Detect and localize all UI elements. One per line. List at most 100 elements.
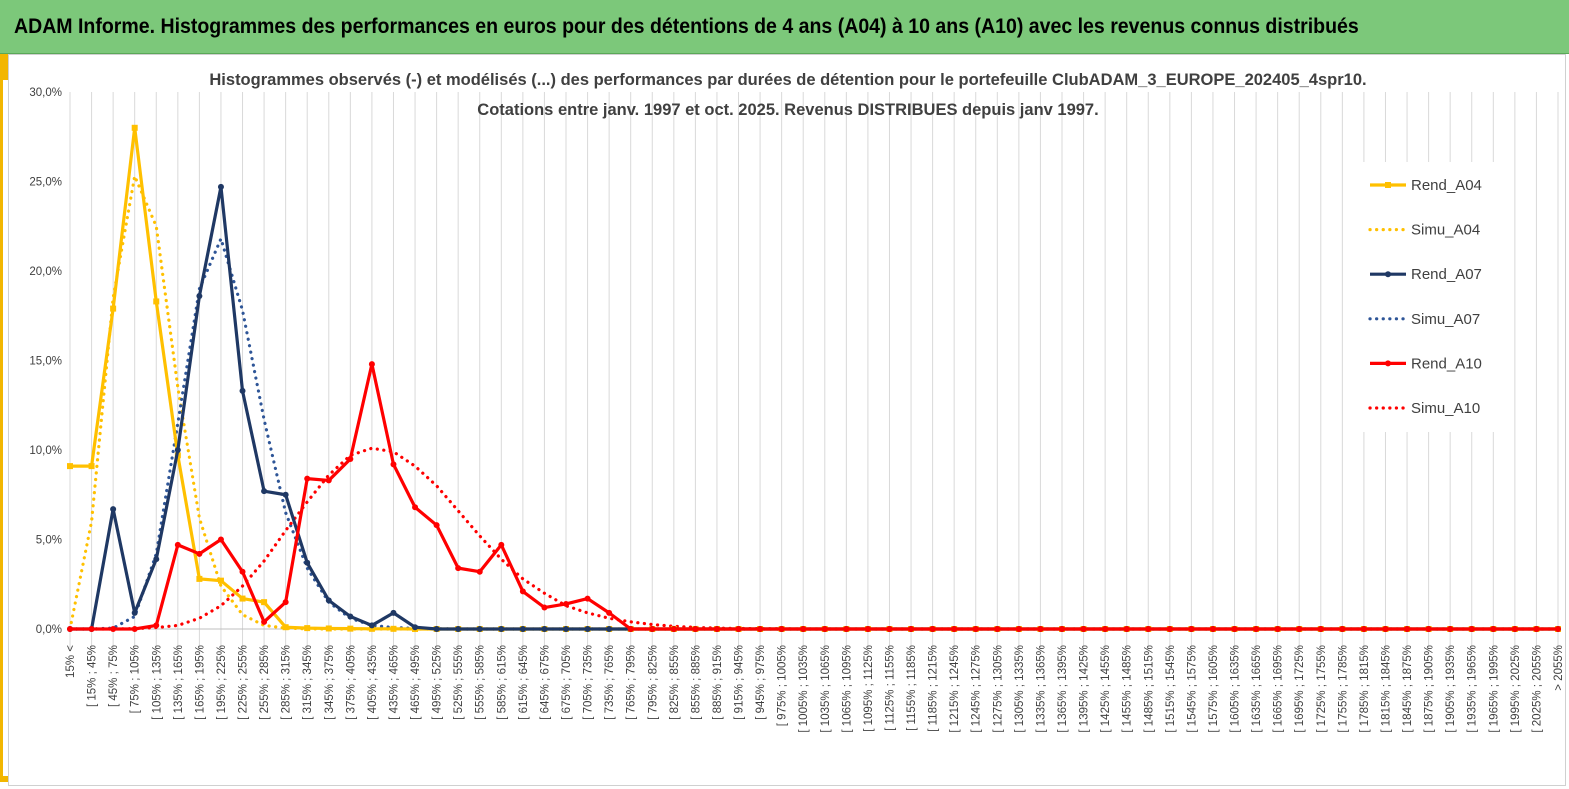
x-tick-label: [ 255% ; 285%	[259, 645, 271, 720]
accent-bar-top	[0, 54, 8, 80]
data-point	[261, 599, 268, 606]
data-point	[347, 613, 354, 620]
x-tick-label: [ 465% ; 495%	[410, 645, 422, 720]
legend-label: Rend_A10	[1411, 355, 1482, 372]
data-point	[713, 626, 720, 632]
data-point	[153, 556, 160, 563]
data-point	[929, 626, 936, 632]
series-line-Simu_A10	[68, 446, 1560, 631]
data-point	[670, 626, 677, 632]
data-point	[110, 305, 117, 312]
data-point	[153, 622, 160, 629]
data-point	[498, 541, 505, 548]
x-tick-label: [ 165% ; 195%	[194, 645, 206, 720]
x-tick-label: [ 915% ; 945%	[734, 645, 746, 720]
x-tick-label: [ 1125% ; 1155%	[884, 645, 896, 731]
x-tick-label: [ 1545% ; 1575%	[1186, 645, 1198, 733]
data-point	[1080, 626, 1087, 632]
legend-item-Simu_A04: Simu_A04	[1368, 222, 1480, 239]
data-point	[390, 609, 397, 616]
x-tick-label: [ 1035% ; 1065%	[820, 645, 832, 733]
data-point	[1145, 626, 1152, 632]
data-point	[1511, 626, 1518, 632]
x-tick-label: [ 615% ; 645%	[518, 645, 530, 720]
data-point	[1274, 626, 1281, 632]
y-tick-label: 20,0%	[29, 266, 62, 278]
x-tick-label: [ 105% ; 135%	[151, 645, 163, 720]
x-tick-label: [ 1155% ; 1185%	[906, 645, 918, 731]
x-tick-label: [ 435% ; 465%	[388, 645, 400, 720]
x-tick-label: [ 705% ; 735%	[583, 645, 595, 720]
y-tick-label: 15,0%	[29, 356, 62, 368]
data-point	[1555, 626, 1561, 632]
data-point	[174, 447, 181, 453]
data-point	[606, 609, 613, 616]
data-point	[843, 626, 850, 632]
x-tick-label: [ 1395% ; 1425%	[1079, 645, 1091, 733]
x-tick-label: [ 1935% ; 1965%	[1467, 645, 1479, 733]
x-tick-label: [ 1665% ; 1695%	[1273, 645, 1285, 733]
x-tick-label: [ 135% ; 165%	[173, 645, 185, 720]
x-tick-label: [ 1455% ; 1485%	[1122, 645, 1134, 733]
data-point	[368, 622, 375, 629]
accent-bar-left	[0, 54, 3, 782]
x-tick-label: [ 1215% ; 1245%	[949, 645, 961, 733]
data-point	[627, 626, 634, 632]
data-point	[1209, 626, 1216, 632]
y-tick-label: 10,0%	[29, 445, 62, 457]
data-point	[88, 626, 95, 632]
data-point	[347, 625, 354, 632]
x-tick-label: [ 1815% ; 1845%	[1380, 645, 1392, 733]
data-point	[476, 568, 483, 575]
data-point	[908, 626, 915, 632]
data-point	[864, 626, 871, 632]
data-point	[131, 124, 138, 131]
data-point	[1102, 626, 1109, 632]
x-tick-label: [ 285% ; 315%	[281, 645, 293, 720]
legend-item-Simu_A07: Simu_A07	[1368, 311, 1480, 328]
x-tick-label: [ 1305% ; 1335%	[1014, 645, 1026, 733]
x-tick-label: [ 1335% ; 1365%	[1035, 645, 1047, 733]
data-point	[606, 626, 613, 632]
data-point	[778, 626, 785, 632]
data-point	[174, 541, 181, 548]
x-tick-label: [ 345% ; 375%	[324, 645, 336, 720]
data-point	[1296, 626, 1303, 632]
x-tick-label: [ 1245% ; 1275%	[971, 645, 983, 733]
data-point	[735, 626, 742, 632]
data-point	[282, 491, 289, 498]
x-tick-label: [ 495% ; 525%	[432, 645, 444, 720]
data-point	[110, 626, 117, 632]
chart-area	[8, 54, 1566, 786]
data-point	[110, 506, 117, 513]
data-point	[951, 626, 958, 632]
x-tick-label: [ 1875% ; 1905%	[1424, 645, 1436, 733]
report-banner: ADAM Informe. Histogrammes des performan…	[0, 0, 1569, 54]
legend-label: Rend_A07	[1411, 266, 1482, 283]
data-point	[1317, 626, 1324, 632]
x-tick-label: [ 1845% ; 1875%	[1402, 645, 1414, 733]
data-point	[239, 387, 246, 394]
data-point	[1037, 626, 1044, 632]
x-tick-label: [ 1605% ; 1635%	[1230, 645, 1242, 733]
legend-marker	[1385, 360, 1391, 367]
x-tick-label: [ 1755% ; 1785%	[1337, 645, 1349, 733]
legend-label: Simu_A07	[1411, 311, 1480, 328]
data-point	[821, 626, 828, 632]
data-point	[1468, 626, 1475, 632]
data-point	[153, 298, 160, 305]
x-tick-label: [ 645% ; 675%	[539, 645, 551, 720]
x-tick-label: [ 195% ; 225%	[216, 645, 228, 720]
x-tick-label: [ 375% ; 405%	[345, 645, 357, 720]
y-tick-label: 5,0%	[36, 535, 62, 547]
data-point	[972, 626, 979, 632]
x-tick-label: [ 45% ; 75%	[108, 645, 120, 707]
legend-label: Simu_A10	[1411, 400, 1480, 417]
data-point	[325, 597, 332, 604]
x-tick-label: [ 1515% ; 1545%	[1165, 645, 1177, 733]
data-point	[1533, 626, 1540, 632]
x-tick-label: [ 1275% ; 1305%	[992, 645, 1004, 733]
data-point	[368, 361, 375, 368]
legend-label: Simu_A04	[1411, 222, 1480, 239]
x-tick-label: [ 825% ; 855%	[669, 645, 681, 720]
